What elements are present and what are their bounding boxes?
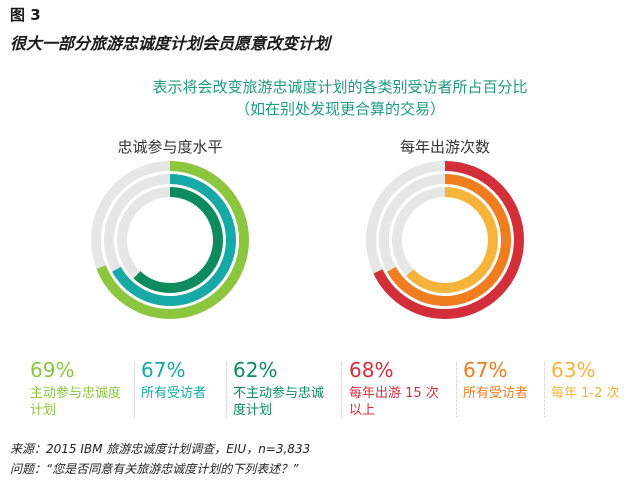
donut-chart-loyalty	[91, 161, 249, 319]
source-note: 来源：2015 IBM 旅游忠诚度计划调查，EIU，n=3,833	[10, 442, 311, 456]
legend-divider	[226, 362, 227, 417]
legend-divider	[544, 362, 545, 417]
legend-label: 每年 1-2 次	[551, 386, 620, 401]
ring-arc-2	[104, 174, 236, 306]
legend-divider	[134, 362, 135, 417]
legend-value: 67%	[463, 358, 508, 382]
legend-label: 所有受访者	[463, 386, 529, 401]
chart-title-trips: 每年出游次数	[399, 138, 490, 156]
legend-label: 主动参与忠诚度 计划	[30, 386, 122, 418]
ring-arc-2	[379, 174, 511, 306]
legend-item-active-members: 69% 主动参与忠诚度 计划	[30, 357, 130, 427]
legend-item-all-respondents-trips: 67% 所有受访者	[463, 357, 543, 427]
chart-subtitle-line2: （如在别处发现更合算的交易）	[234, 100, 445, 118]
legend-value: 63%	[551, 358, 596, 382]
figure-number: 图 3	[10, 6, 41, 24]
legend-item-1-2-trips: 63% 每年 1-2 次	[551, 357, 636, 427]
legend-item-inactive-members: 62% 不主动参与忠诚 度计划	[233, 357, 338, 427]
legend-item-15-plus-trips: 68% 每年出游 15 次 以上	[349, 357, 454, 427]
legend-label: 不主动参与忠诚 度计划	[233, 386, 325, 418]
ring-arc-1	[91, 161, 249, 319]
legend-value: 68%	[349, 358, 394, 382]
ring-arc-3	[117, 187, 223, 293]
legend-item-all-respondents: 67% 所有受访者	[141, 357, 226, 427]
chart-title-loyalty: 忠诚参与度水平	[117, 138, 223, 156]
legend-value: 69%	[30, 358, 75, 382]
legend-divider	[341, 362, 342, 417]
legend-label: 所有受访者	[141, 386, 207, 401]
donut-chart-trips	[366, 161, 524, 319]
ring-arc-1	[366, 161, 524, 319]
legend-divider	[456, 362, 457, 417]
ring-arc-3	[392, 187, 498, 293]
legend-value: 67%	[141, 358, 186, 382]
legend-value: 62%	[233, 358, 278, 382]
question-note: 问题：“您是否同意有关旅游忠诚度计划的下列表述？”	[10, 462, 299, 476]
chart-subtitle-line1: 表示将会改变旅游忠诚度计划的各类别受访者所占百分比	[152, 78, 528, 96]
legend-label: 每年出游 15 次 以上	[349, 386, 439, 418]
figure-title: 很大一部分旅游忠诚度计划会员愿意改变计划	[10, 34, 331, 53]
